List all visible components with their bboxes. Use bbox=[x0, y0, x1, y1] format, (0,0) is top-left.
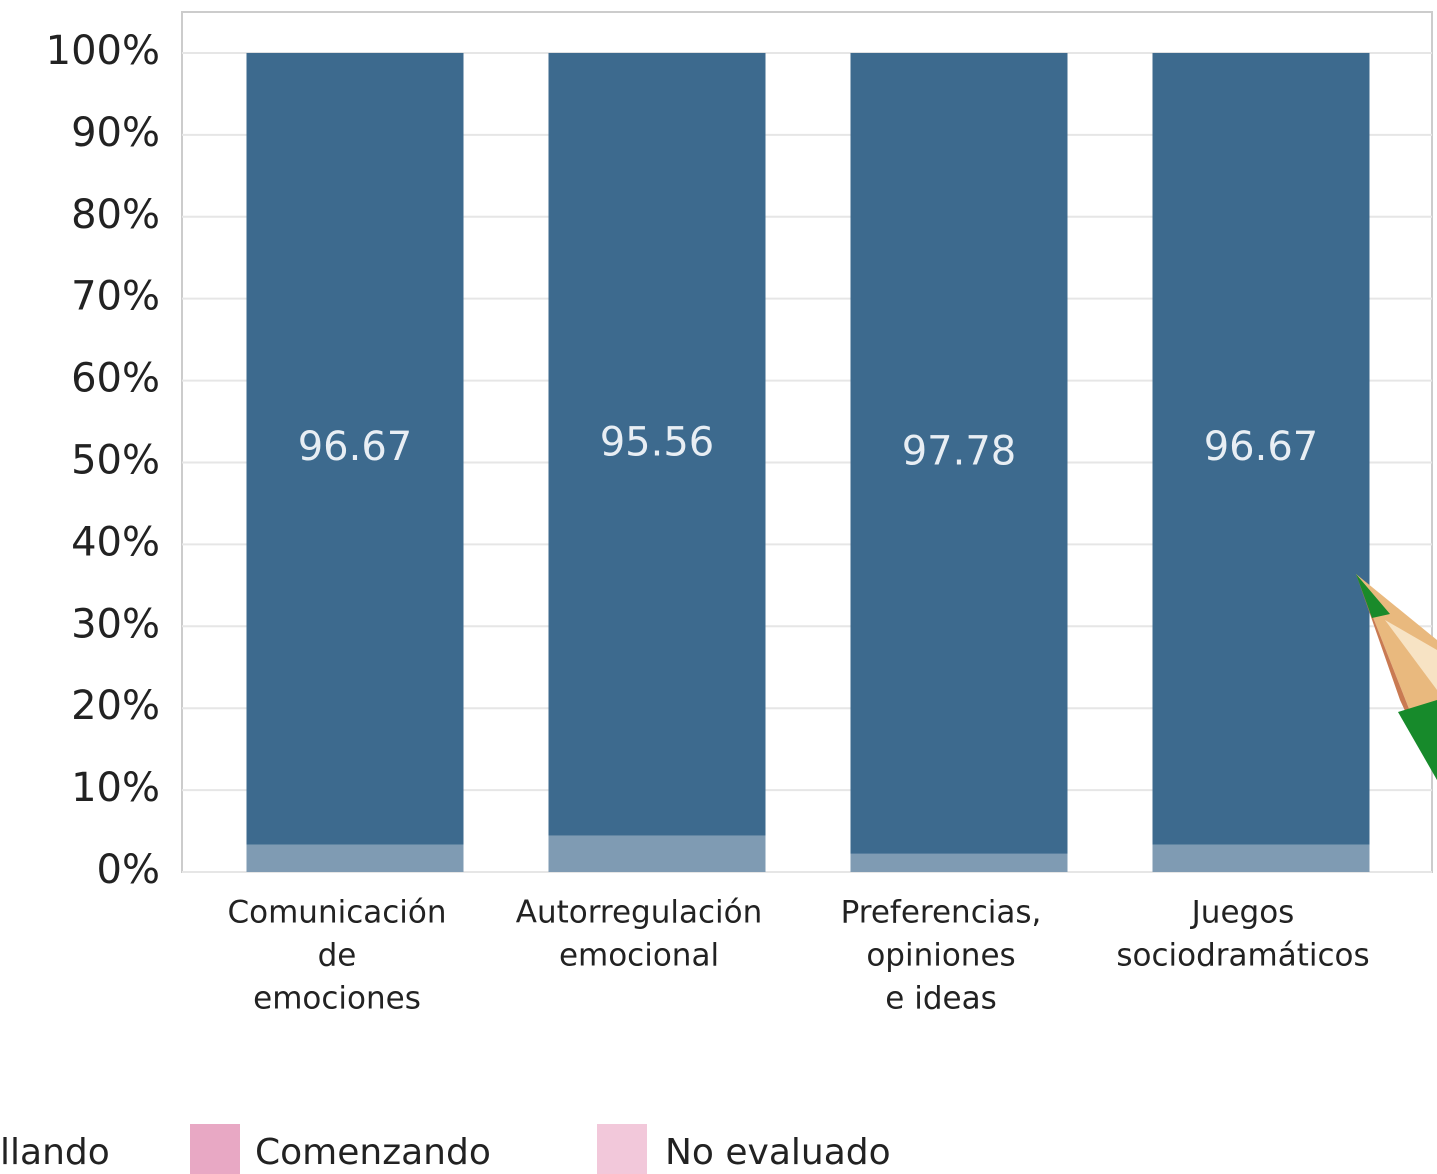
bar-segment bbox=[548, 835, 766, 872]
bar-segment bbox=[850, 853, 1068, 872]
x-tick-label: Preferencias, bbox=[841, 895, 1042, 931]
x-tick-label: Autorregulación bbox=[516, 895, 763, 931]
y-tick-label: 90% bbox=[71, 110, 160, 156]
x-tick-label: Juegos bbox=[1190, 895, 1295, 931]
legend-label: llando bbox=[0, 1132, 110, 1173]
y-tick-label: 70% bbox=[71, 274, 160, 320]
legend-label: No evaluado bbox=[665, 1132, 891, 1173]
value-label: 95.56 bbox=[600, 419, 715, 465]
y-tick-label: 100% bbox=[46, 28, 160, 74]
x-tick-label: Comunicación bbox=[227, 895, 446, 931]
value-label: 96.67 bbox=[1204, 424, 1319, 470]
y-tick-label: 10% bbox=[71, 765, 160, 811]
y-tick-label: 20% bbox=[71, 683, 160, 729]
plot-layer: 0% 10% 20% 30% 40% 50% 60% 70% 80% 90% 100% 96.67 Co… bbox=[0, 28, 1432, 1174]
x-tick-label: emociones bbox=[253, 981, 421, 1017]
bar-segment bbox=[246, 52, 464, 845]
x-tick-label: de bbox=[318, 938, 357, 974]
value-label: 96.67 bbox=[298, 424, 413, 470]
legend-swatch bbox=[597, 1124, 647, 1174]
bar-segment bbox=[548, 52, 766, 836]
bar-segment bbox=[1152, 52, 1370, 845]
x-tick-label: e ideas bbox=[885, 981, 996, 1017]
y-tick-label: 30% bbox=[71, 601, 160, 647]
pencil-decoration bbox=[1356, 574, 1437, 780]
bar-segment bbox=[246, 844, 464, 872]
x-tick-label: opiniones bbox=[866, 938, 1015, 974]
y-tick-label: 40% bbox=[71, 519, 160, 565]
y-tick-label: 50% bbox=[71, 437, 160, 483]
y-tick-label: 0% bbox=[97, 847, 160, 893]
legend-label: Comenzando bbox=[255, 1132, 491, 1173]
y-tick-label: 60% bbox=[71, 356, 160, 402]
y-tick-label: 80% bbox=[71, 192, 160, 238]
bar-segment bbox=[850, 52, 1068, 854]
x-tick-label: emocional bbox=[559, 938, 719, 974]
legend-swatch bbox=[190, 1124, 240, 1174]
value-label: 97.78 bbox=[902, 428, 1017, 474]
bar-segment bbox=[1152, 844, 1370, 872]
x-tick-label: sociodramáticos bbox=[1116, 938, 1369, 974]
